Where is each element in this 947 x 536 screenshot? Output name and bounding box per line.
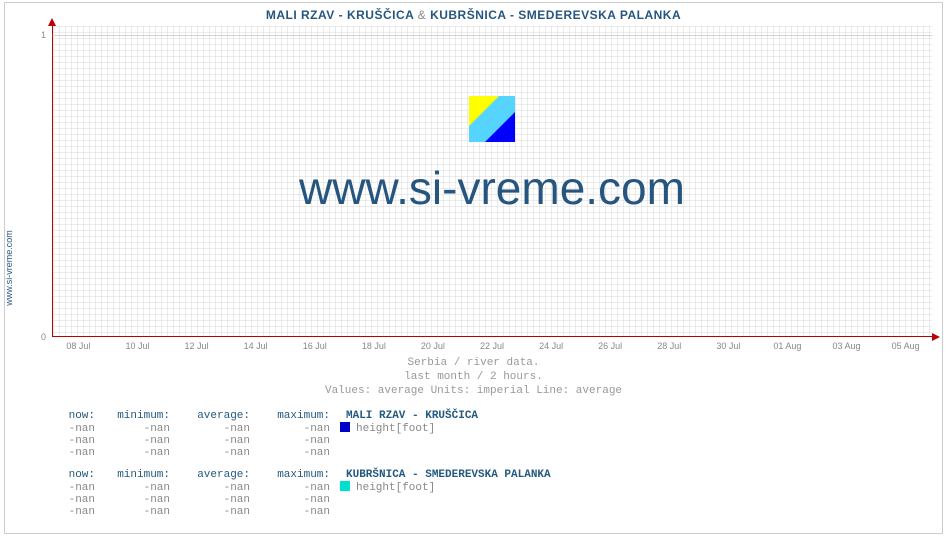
x-tick-label: 24 Jul xyxy=(539,341,563,351)
val-min: -nan xyxy=(95,506,170,518)
val-now: -nan xyxy=(40,482,95,494)
y-tick-1: 1 xyxy=(41,30,46,40)
stats-header-row: now:minimum:average:maximum: KUBRŠNICA - … xyxy=(40,469,551,481)
x-tick-label: 12 Jul xyxy=(185,341,209,351)
stats-row: -nan-nan-nan-nanheight[foot] xyxy=(40,481,551,494)
val-avg: -nan xyxy=(170,506,250,518)
stats-header-row: now:minimum:average:maximum: MALI RZAV - … xyxy=(40,410,551,422)
x-tick-label: 18 Jul xyxy=(362,341,386,351)
x-axis-ticks: 08 Jul 10 Jul 12 Jul 14 Jul 16 Jul 18 Jul 20 J… xyxy=(52,339,932,351)
val-avg: -nan xyxy=(170,423,250,435)
val-max: -nan xyxy=(250,482,330,494)
x-tick-label: 08 Jul xyxy=(66,341,90,351)
y-axis-arrow-icon xyxy=(48,18,56,26)
stats-row: -nan-nan-nan-nan xyxy=(40,506,551,518)
val-min: -nan xyxy=(95,423,170,435)
x-tick-label: 16 Jul xyxy=(303,341,327,351)
title-series-b: KUBRŠNICA - SMEDEREVSKA PALANKA xyxy=(430,8,681,22)
series-swatch-icon xyxy=(340,481,350,491)
site-label-vertical: www.si-vreme.com xyxy=(4,230,14,306)
caption-line-3: Values: average Units: imperial Line: av… xyxy=(0,384,947,398)
col-min: minimum: xyxy=(95,410,170,422)
val-now: -nan xyxy=(40,435,95,447)
val-max: -nan xyxy=(250,506,330,518)
val-min: -nan xyxy=(95,482,170,494)
title-series-a: MALI RZAV - KRUŠČICA xyxy=(266,8,414,22)
col-max: maximum: xyxy=(250,469,330,481)
caption-line-1: Serbia / river data. xyxy=(0,356,947,370)
val-avg: -nan xyxy=(170,482,250,494)
plot-area: 0 1 www.si-vreme.com 08 Jul10 Jul12 Jul1… xyxy=(52,26,932,337)
stats-series-name: MALI RZAV - KRUŠČICA xyxy=(346,410,478,422)
col-avg: average: xyxy=(170,469,250,481)
col-max: maximum: xyxy=(250,410,330,422)
col-avg: average: xyxy=(170,410,250,422)
val-max: -nan xyxy=(250,435,330,447)
x-tick-label: 05 Aug xyxy=(892,341,920,351)
stats-series-name: KUBRŠNICA - SMEDEREVSKA PALANKA xyxy=(346,469,551,481)
val-now: -nan xyxy=(40,423,95,435)
stats-group: now:minimum:average:maximum: KUBRŠNICA - … xyxy=(40,469,551,518)
x-tick-label: 14 Jul xyxy=(244,341,268,351)
unit-label: height[foot] xyxy=(356,423,435,435)
stats-group: now:minimum:average:maximum: MALI RZAV - … xyxy=(40,410,551,459)
series-swatch-icon xyxy=(340,422,350,432)
chart-title: MALI RZAV - KRUŠČICA & KUBRŠNICA - SMEDE… xyxy=(0,8,947,22)
col-now: now: xyxy=(40,410,95,422)
x-tick-label: 30 Jul xyxy=(716,341,740,351)
title-ampersand: & xyxy=(418,8,427,22)
stats-row: -nan-nan-nan-nanheight[foot] xyxy=(40,422,551,435)
col-now: now: xyxy=(40,469,95,481)
y-tick-0: 0 xyxy=(41,332,46,342)
val-now: -nan xyxy=(40,494,95,506)
x-axis-arrow-icon xyxy=(932,333,940,341)
val-avg: -nan xyxy=(170,494,250,506)
stats-row: -nan-nan-nan-nan xyxy=(40,494,551,506)
unit-label: height[foot] xyxy=(356,482,435,494)
val-avg: -nan xyxy=(170,435,250,447)
val-max: -nan xyxy=(250,494,330,506)
x-tick-label: 10 Jul xyxy=(125,341,149,351)
val-now: -nan xyxy=(40,447,95,459)
chart-caption: Serbia / river data. last month / 2 hour… xyxy=(0,356,947,398)
x-tick-label: 28 Jul xyxy=(657,341,681,351)
val-avg: -nan xyxy=(170,447,250,459)
x-tick-label: 01 Aug xyxy=(773,341,801,351)
x-tick-label: 20 Jul xyxy=(421,341,445,351)
val-max: -nan xyxy=(250,447,330,459)
watermark-logo-icon xyxy=(469,96,515,142)
x-tick-label: 26 Jul xyxy=(598,341,622,351)
col-min: minimum: xyxy=(95,469,170,481)
val-min: -nan xyxy=(95,494,170,506)
watermark-text: www.si-vreme.com xyxy=(299,161,685,215)
val-min: -nan xyxy=(95,447,170,459)
val-min: -nan xyxy=(95,435,170,447)
caption-line-2: last month / 2 hours. xyxy=(0,370,947,384)
val-max: -nan xyxy=(250,423,330,435)
stats-row: -nan-nan-nan-nan xyxy=(40,447,551,459)
x-tick-label: 22 Jul xyxy=(480,341,504,351)
y-gridline-1 xyxy=(52,35,932,36)
val-now: -nan xyxy=(40,506,95,518)
stats-tables: now:minimum:average:maximum:MALI RZAV - … xyxy=(40,410,551,528)
x-tick-label: 03 Aug xyxy=(832,341,860,351)
stats-row: -nan-nan-nan-nan xyxy=(40,435,551,447)
